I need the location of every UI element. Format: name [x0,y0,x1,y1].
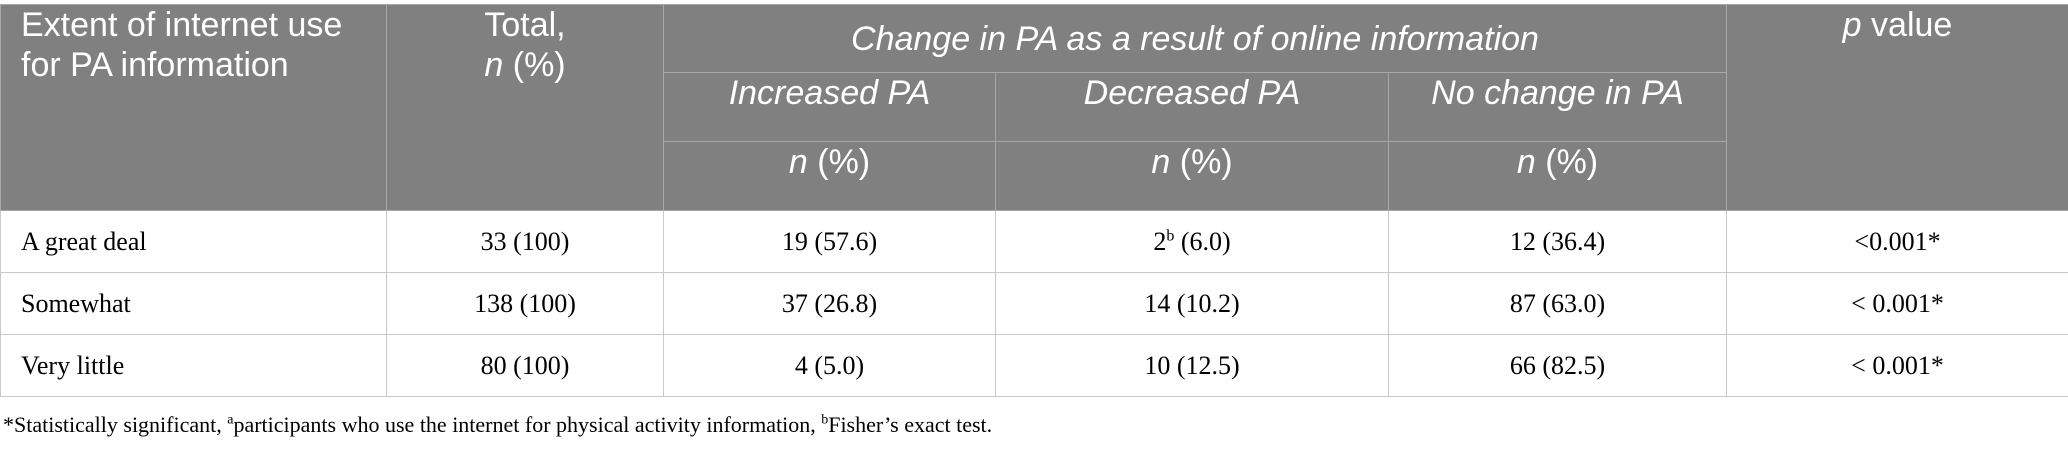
table-footnote: *Statistically significant, aparticipant… [3,412,993,437]
header-extent-of-use: Extent of internet use for PA informatio… [0,4,387,211]
cell-no-change: 66 (82.5) [1388,334,1727,397]
cell-total: 33 (100) [386,210,664,273]
cell-p-value: <0.001* [1726,210,2068,273]
cell-increased: 37 (26.8) [663,272,996,335]
cell-decreased: 10 (12.5) [995,334,1389,397]
cell-no-change: 12 (36.4) [1388,210,1727,273]
cell-increased: 19 (57.6) [663,210,996,273]
row-label: A great deal [0,210,387,273]
cell-total: 80 (100) [386,334,664,397]
header-no-change-pa: No change in PA [1388,72,1727,142]
cell-no-change: 87 (63.0) [1388,272,1727,335]
header-total: Total, n (%) [386,4,664,211]
header-increased-pa: Increased PA [663,72,996,142]
row-label: Very little [0,334,387,397]
header-change-in-pa: Change in PA as a result of online infor… [663,4,1727,73]
table-row: Very little 80 (100) 4 (5.0) 10 (12.5) 6… [0,334,2068,397]
cell-decreased: 14 (10.2) [995,272,1389,335]
cell-decreased: 2b (6.0) [995,210,1389,273]
table-row: A great deal 33 (100) 19 (57.6) 2b (6.0)… [0,210,2068,273]
header-n-pct-increased: n (%) [663,141,996,211]
cell-p-value: < 0.001* [1726,272,2068,335]
header-n-pct-decreased: n (%) [995,141,1389,211]
cell-increased: 4 (5.0) [663,334,996,397]
cell-p-value: < 0.001* [1726,334,2068,397]
header-decreased-pa: Decreased PA [995,72,1389,142]
results-table: Extent of internet use for PA informatio… [0,4,2068,397]
cell-total: 138 (100) [386,272,664,335]
header-n-pct-nochange: n (%) [1388,141,1727,211]
table-row: Somewhat 138 (100) 37 (26.8) 14 (10.2) 8… [0,272,2068,335]
header-p-value: p value [1726,4,2068,211]
row-label: Somewhat [0,272,387,335]
